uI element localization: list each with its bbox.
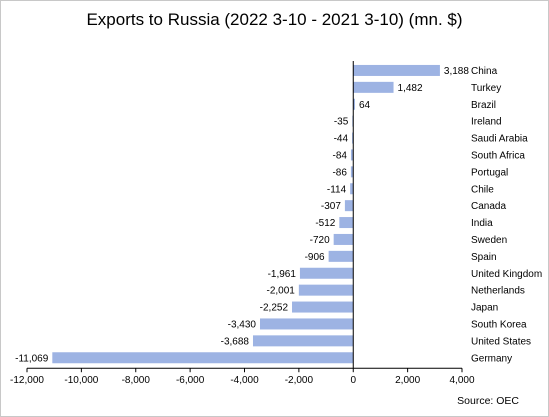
bar-germany bbox=[52, 352, 354, 364]
value-label: -114 bbox=[327, 184, 347, 195]
bar-canada bbox=[344, 200, 354, 212]
value-label: -906 bbox=[305, 252, 325, 263]
value-label: -35 bbox=[334, 117, 349, 128]
value-label: -2,252 bbox=[260, 303, 289, 314]
bar-united-kingdom bbox=[299, 267, 354, 279]
value-label: -3,430 bbox=[228, 319, 257, 330]
category-label: South Africa bbox=[471, 150, 525, 161]
category-label: China bbox=[471, 66, 498, 77]
x-tick-label: -2,000 bbox=[285, 375, 314, 386]
value-label: -307 bbox=[321, 201, 341, 212]
chart-title: Exports to Russia (2022 3-10 - 2021 3-10… bbox=[86, 10, 463, 29]
category-label: Chile bbox=[471, 184, 494, 195]
bars-group bbox=[52, 64, 440, 364]
bar-portugal bbox=[350, 166, 354, 178]
bar-china bbox=[353, 64, 440, 76]
x-tick-label: -10,000 bbox=[64, 375, 98, 386]
source-note: Source: OEC bbox=[457, 395, 519, 407]
bar-saudi-arabia bbox=[352, 132, 354, 144]
bar-south-africa bbox=[350, 149, 354, 161]
category-label: Spain bbox=[471, 252, 497, 263]
bar-chile bbox=[350, 183, 354, 195]
x-tick-label: -12,000 bbox=[10, 375, 44, 386]
bar-turkey bbox=[353, 81, 394, 93]
x-tick-label: 4,000 bbox=[449, 375, 474, 386]
value-label: -86 bbox=[332, 167, 347, 178]
category-label: Japan bbox=[471, 303, 498, 314]
category-label: India bbox=[471, 218, 493, 229]
category-label: Ireland bbox=[471, 117, 502, 128]
category-label: United States bbox=[471, 336, 531, 347]
value-label: -2,001 bbox=[266, 286, 295, 297]
category-label: Turkey bbox=[471, 83, 501, 94]
bar-sweden bbox=[333, 233, 354, 245]
bar-japan bbox=[292, 301, 354, 313]
bar-south-korea bbox=[260, 318, 354, 330]
value-label: -512 bbox=[315, 218, 335, 229]
value-label: -720 bbox=[310, 235, 330, 246]
bar-united-states bbox=[252, 335, 354, 347]
category-label: Germany bbox=[471, 353, 512, 364]
bar-spain bbox=[328, 250, 354, 262]
value-label: -44 bbox=[334, 134, 349, 145]
value-label: -11,069 bbox=[15, 353, 49, 364]
value-labels-group: 3,188 1,482 64 -35 -44 -84 -86 -114 -307 -512 -720… bbox=[15, 66, 469, 364]
value-label: -3,688 bbox=[221, 336, 250, 347]
bar-brazil bbox=[353, 98, 355, 110]
x-tick-label: -8,000 bbox=[122, 375, 151, 386]
category-labels-group: China Turkey Brazil Ireland Saudi Arabia Sout… bbox=[471, 66, 542, 364]
bar-netherlands bbox=[298, 284, 354, 296]
x-tick-label: 0 bbox=[350, 375, 356, 386]
value-label: 64 bbox=[359, 100, 371, 111]
value-label: 3,188 bbox=[444, 66, 469, 77]
category-label: South Korea bbox=[471, 319, 527, 330]
category-label: Canada bbox=[471, 201, 506, 212]
category-label: Portugal bbox=[471, 167, 508, 178]
value-label: -84 bbox=[333, 150, 348, 161]
category-label: Netherlands bbox=[471, 286, 525, 297]
x-axis: -12,000 -10,000 -8,000 -6,000 -4,000 -2,000 0 2… bbox=[10, 61, 475, 386]
category-label: Brazil bbox=[471, 100, 496, 111]
x-tick-label: 2,000 bbox=[395, 375, 420, 386]
x-tick-label: -4,000 bbox=[230, 375, 259, 386]
category-label: Sweden bbox=[471, 235, 507, 246]
x-tick-label: -6,000 bbox=[176, 375, 205, 386]
bar-india bbox=[339, 217, 354, 229]
category-label: United Kingdom bbox=[471, 269, 542, 280]
value-label: -1,961 bbox=[268, 269, 297, 280]
value-label: 1,482 bbox=[398, 83, 423, 94]
category-label: Saudi Arabia bbox=[471, 134, 528, 145]
